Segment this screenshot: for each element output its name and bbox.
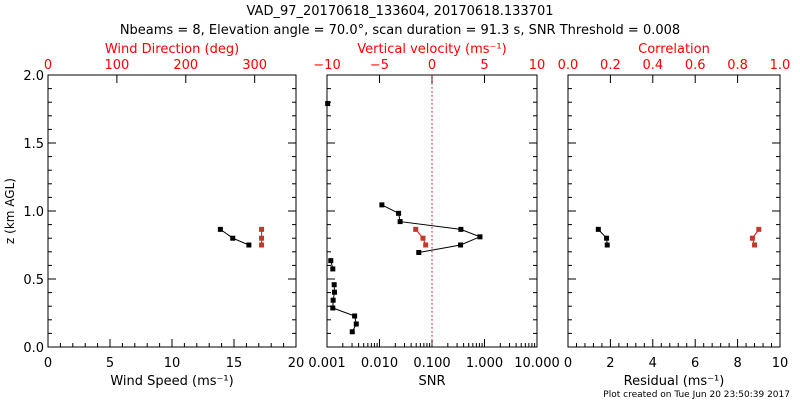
data-point-snr <box>330 266 336 272</box>
y-tick-label: 0.5 <box>23 273 44 288</box>
data-point-snr <box>416 249 422 255</box>
data-point-correlation <box>756 226 762 232</box>
data-point-snr <box>397 219 403 225</box>
x-axis-label: Wind Speed (ms⁻¹) <box>110 374 233 389</box>
data-point-snr <box>396 210 402 216</box>
top-x-tick-label: 100 <box>104 58 129 73</box>
top-x-tick-label: 200 <box>173 58 198 73</box>
x-tick-label: 0.001 <box>308 356 345 371</box>
y-tick-label: 1.5 <box>23 137 44 152</box>
panel-1: 0.0 0.5 1.0 1.5 2.0 z (km AGL) 0 5 10 15 20 Wind Sp… <box>3 42 304 389</box>
data-point-vertical-velocity <box>423 242 429 248</box>
x-tick-label: 8 <box>733 356 741 371</box>
data-point-wind-direction <box>259 226 265 232</box>
top-x-tick-label: 0.4 <box>642 58 663 73</box>
x-tick-label: 20 <box>288 356 305 371</box>
x-tick-label: 0.100 <box>413 356 450 371</box>
top-x-tick-label: 300 <box>242 58 267 73</box>
data-point-snr <box>477 234 483 240</box>
data-point-wind-speed <box>230 235 236 241</box>
data-point-wind-direction <box>259 242 265 248</box>
data-point-correlation <box>749 235 755 241</box>
x-tick-label: 10.000 <box>514 356 560 371</box>
data-point-snr <box>330 305 336 311</box>
data-point-snr <box>332 289 338 295</box>
top-x-tick-label: 0.0 <box>558 58 579 73</box>
top-x-tick-label: 5 <box>480 58 488 73</box>
data-point-vertical-velocity <box>413 226 419 232</box>
x-tick-label: 2 <box>606 356 614 371</box>
x-tick-label: 10 <box>164 356 181 371</box>
top-x-tick-label: 10 <box>529 58 546 73</box>
data-point-wind-speed <box>217 226 223 232</box>
data-point-snr <box>458 242 464 248</box>
data-point-snr <box>352 313 358 319</box>
x-tick-label: 1.000 <box>466 356 503 371</box>
top-x-tick-label: −5 <box>370 58 389 73</box>
x-tick-label: 6 <box>691 356 699 371</box>
data-point-snr <box>353 321 359 327</box>
top-x-axis-label: Vertical velocity (ms⁻¹) <box>357 42 506 57</box>
top-x-tick-label: 0.2 <box>600 58 621 73</box>
data-point-snr <box>328 258 334 264</box>
data-point-wind-speed <box>246 242 252 248</box>
y-tick-label: 2.0 <box>23 69 44 84</box>
data-point-correlation <box>752 242 758 248</box>
data-point-snr <box>458 226 464 232</box>
panel-2: 0.001 0.010 0.100 1.000 10.000 SNR −10 −5 0 5 10 Ve… <box>308 42 559 389</box>
top-x-axis-label: Correlation <box>638 42 710 57</box>
top-x-tick-label: 0 <box>44 58 52 73</box>
top-x-tick-label: 0.8 <box>727 58 748 73</box>
data-point-snr <box>349 329 355 335</box>
x-axis-label: Residual (ms⁻¹) <box>624 374 725 389</box>
figure-title: VAD_97_20170618_133604, 20170618.133701 <box>247 4 554 19</box>
data-point-snr <box>331 282 337 288</box>
x-axis-label: SNR <box>418 374 445 389</box>
x-tick-label: 5 <box>106 356 114 371</box>
x-tick-label: 4 <box>649 356 657 371</box>
y-axis-label: z (km AGL) <box>3 178 17 244</box>
data-point-residual <box>604 235 610 241</box>
top-x-tick-label: 0 <box>428 58 436 73</box>
top-x-tick-label: 0.6 <box>685 58 706 73</box>
data-point-snr <box>330 297 336 303</box>
x-tick-label: 15 <box>226 356 243 371</box>
y-tick-label: 1.0 <box>23 205 44 220</box>
data-point-vertical-velocity <box>420 235 426 241</box>
top-x-axis-label: Wind Direction (deg) <box>105 42 239 57</box>
y-tick-label: 0.0 <box>23 341 44 356</box>
data-point-residual <box>604 242 610 248</box>
top-x-tick-label: −10 <box>313 58 340 73</box>
x-tick-label: 0 <box>44 356 52 371</box>
x-tick-label: 10 <box>772 356 789 371</box>
series-line-snr <box>330 204 482 333</box>
plot-footer: Plot created on Tue Jun 20 23:50:39 2017 <box>603 390 790 400</box>
data-point-snr <box>379 202 385 208</box>
plot-frame <box>567 74 781 348</box>
top-x-tick-label: 1.0 <box>770 58 791 73</box>
figure-subtitle: Nbeams = 8, Elevation angle = 70.0°, sca… <box>120 23 680 38</box>
plot-frame <box>47 74 297 348</box>
x-tick-label: 0 <box>564 356 572 371</box>
panel-3: 0 2 4 6 8 10 Residual (ms⁻¹) 0.0 0.2 0.4 0.6 0.8 1.0… <box>558 42 791 389</box>
data-point-snr-isolated <box>325 101 331 107</box>
data-point-residual <box>595 226 601 232</box>
x-tick-label: 0.010 <box>361 356 398 371</box>
data-point-wind-direction <box>259 235 265 241</box>
